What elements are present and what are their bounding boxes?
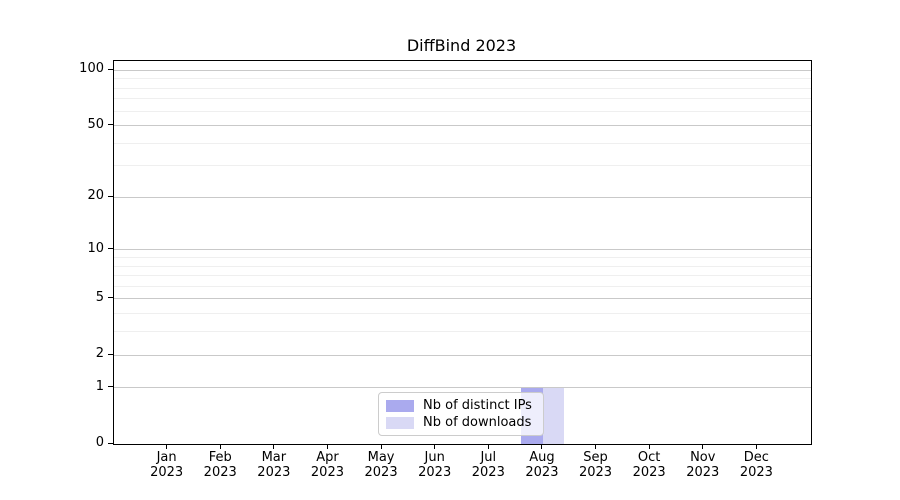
y-tick-label: 20: [87, 188, 104, 204]
minor-gridline: [114, 142, 811, 144]
minor-gridline: [114, 331, 811, 333]
y-tick-mark: [108, 124, 113, 126]
x-tick-mark: [380, 444, 382, 449]
x-tick-mark: [273, 444, 275, 449]
y-tick-mark: [108, 297, 113, 299]
minor-gridline: [114, 265, 811, 267]
x-tick-label: May 2023: [364, 450, 398, 480]
x-tick-mark: [595, 444, 597, 449]
y-tick-mark: [108, 442, 113, 444]
x-tick-label: Oct 2023: [632, 450, 666, 480]
y-tick-label: 2: [95, 346, 104, 362]
x-tick-label: Jun 2023: [418, 450, 452, 480]
x-tick-mark: [755, 444, 757, 449]
y-tick-label: 50: [87, 116, 104, 132]
y-tick-label: 0: [95, 435, 104, 450]
y-tick-mark: [108, 68, 113, 70]
minor-gridline: [114, 275, 811, 277]
minor-gridline: [114, 313, 811, 315]
legend-swatch-downloads-icon: [386, 417, 414, 429]
y-tick-mark: [108, 386, 113, 388]
legend-item-downloads: Nb of downloads: [386, 415, 535, 431]
y-tick-label: 10: [87, 240, 104, 256]
x-tick-label: Apr 2023: [310, 450, 344, 480]
major-gridline: [114, 125, 811, 127]
major-gridline: [114, 196, 811, 198]
legend-swatch-distinct-ips-icon: [386, 400, 414, 412]
x-tick-label: Aug 2023: [525, 450, 559, 480]
x-tick-label: Jan 2023: [150, 450, 184, 480]
major-gridline: [114, 249, 811, 251]
x-tick-label: Nov 2023: [686, 450, 720, 480]
x-tick-mark: [326, 444, 328, 449]
major-gridline: [114, 354, 811, 356]
x-tick-mark: [434, 444, 436, 449]
y-tick-label: 5: [95, 289, 104, 305]
legend-label-distinct-ips: Nb of distinct IPs: [423, 398, 532, 413]
x-tick-label: Feb 2023: [203, 450, 237, 480]
legend-label-downloads: Nb of downloads: [423, 415, 532, 430]
x-tick-mark: [648, 444, 650, 449]
minor-gridline: [114, 110, 811, 112]
plot-area: [113, 60, 812, 445]
major-gridline: [114, 387, 811, 389]
legend: Nb of distinct IPs Nb of downloads: [378, 392, 544, 436]
minor-gridline: [114, 87, 811, 89]
y-tick-mark: [108, 195, 113, 197]
x-tick-label: Sep 2023: [578, 450, 613, 480]
minor-gridline: [114, 98, 811, 100]
minor-gridline: [114, 78, 811, 80]
minor-gridline: [114, 257, 811, 258]
minor-gridline: [114, 285, 811, 287]
x-tick-mark: [541, 444, 543, 449]
chart-title: DiffBind 2023: [406, 36, 517, 55]
x-tick-label: Dec 2023: [739, 450, 773, 480]
x-tick-mark: [219, 444, 221, 449]
y-tick-mark: [108, 353, 113, 355]
y-tick-label: 1: [95, 378, 104, 394]
major-gridline: [114, 298, 811, 300]
x-tick-label: Mar 2023: [257, 450, 291, 480]
bar-downloads: [542, 387, 565, 444]
y-tick-mark: [108, 248, 113, 250]
y-tick-label: 100: [79, 61, 104, 77]
x-tick-mark: [487, 444, 489, 449]
x-tick-label: Jul 2023: [471, 450, 505, 480]
legend-item-distinct-ips: Nb of distinct IPs: [386, 398, 535, 414]
minor-gridline: [114, 165, 811, 167]
major-gridline: [114, 69, 811, 71]
x-tick-mark: [702, 444, 704, 449]
x-tick-mark: [166, 444, 168, 449]
